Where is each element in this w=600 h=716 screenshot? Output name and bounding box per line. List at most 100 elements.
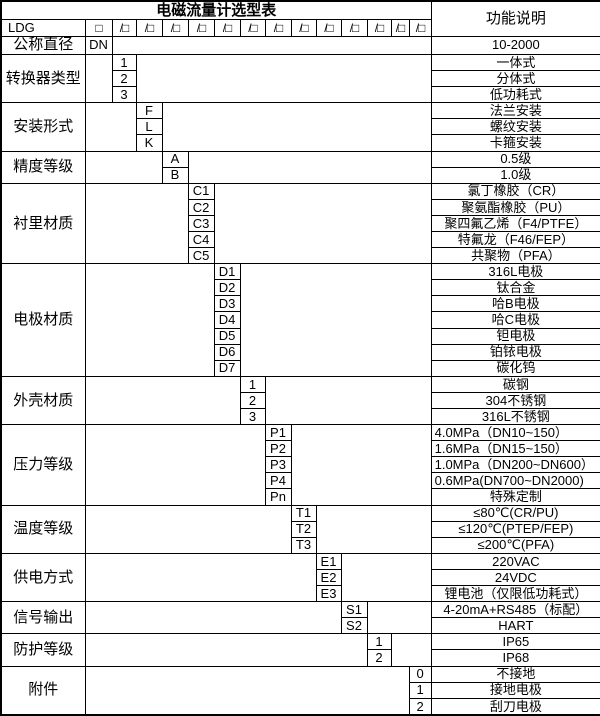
category-label: 供电方式 [0, 552, 86, 603]
function-desc: 钛合金 [430, 279, 600, 297]
function-desc: 分体式 [430, 70, 600, 88]
category-label: 附件 [0, 665, 86, 716]
blank-region [84, 375, 241, 426]
table-row: 防护等级 1 IP65 [0, 633, 600, 667]
table-row: 公称直径 DN 10-2000 [0, 35, 600, 55]
option-code: E1 [315, 552, 342, 570]
option-code: P1 [264, 424, 292, 442]
category-label: 公称直径 [0, 35, 86, 55]
function-desc: 1.0MPa（DN200~DN600） [430, 456, 600, 474]
code-box: □ [84, 19, 113, 37]
table-row: D3 哈B电极 [1, 295, 600, 313]
blank-region [213, 182, 432, 265]
category-label: 转换器类型 [0, 53, 86, 104]
function-desc: 锂电池（仅限低功耗式） [430, 585, 600, 603]
function-desc: 螺纹安装 [430, 118, 600, 136]
table-row: 压力等级 P1 4.0MPa（DN10~150） [0, 424, 600, 506]
option-code: 1 [239, 375, 266, 393]
table-row: 1 接地电极 [1, 681, 600, 699]
table-row: 供电方式 E1 220VAC [0, 552, 600, 603]
blank-region [111, 35, 432, 55]
function-desc: 316L电极 [430, 263, 600, 281]
category-label: 信号输出 [0, 601, 86, 635]
table-row: 3 低功耗式 [1, 86, 600, 104]
blank-region [366, 601, 432, 635]
blank-region [187, 150, 432, 184]
code-slot: /□ [239, 19, 266, 37]
option-code: 0 [408, 665, 432, 683]
option-code: 2 [408, 697, 432, 716]
model-prefix: LDG [0, 19, 86, 37]
function-desc: 低功耗式 [430, 86, 600, 104]
function-desc: 1.6MPa（DN15~150） [430, 440, 600, 458]
function-desc: 0.5级 [430, 150, 600, 168]
table-row: 电极材质 D1 316L电极 [0, 263, 600, 377]
function-desc: 聚四氟乙烯（F4/PTFE） [430, 214, 600, 232]
table-row: 转换器类型 1 一体式 [0, 53, 600, 104]
table-row: 外壳材质 1 碳钢 [0, 375, 600, 426]
table-row: 衬里材质 C1 氯丁橡胶（CR） [0, 182, 600, 265]
option-code: 1 [366, 633, 392, 651]
function-desc: 铂铱电极 [430, 343, 600, 361]
blank-region [84, 263, 215, 377]
table-row: 2 分体式 [1, 70, 600, 88]
blank-region [239, 263, 432, 377]
function-desc: 1.0级 [430, 166, 600, 184]
table-row: C5 共聚物（PFA） [1, 247, 600, 265]
function-desc: IP68 [430, 649, 600, 667]
blank-region [84, 601, 342, 635]
code-slot: /□ [408, 19, 432, 37]
function-desc: 一体式 [430, 53, 600, 72]
option-code: D2 [213, 279, 241, 297]
option-code: K [135, 134, 163, 152]
category-label: 精度等级 [0, 150, 86, 184]
option-code: 2 [111, 70, 137, 88]
blank-region [84, 424, 266, 506]
option-code: C5 [187, 247, 215, 265]
blank-region [84, 665, 410, 716]
code-slot: /□ [111, 19, 137, 37]
function-desc: 氯丁橡胶（CR） [430, 182, 600, 200]
function-desc: ≤200℃(PFA) [430, 536, 600, 554]
function-desc: 316L不锈钢 [430, 408, 600, 426]
function-desc: 0.6MPa(DN700~DN2000) [430, 472, 600, 490]
function-desc: 法兰安装 [430, 102, 600, 120]
blank-region [84, 53, 113, 104]
table-title: 电磁流量计选型表 [0, 0, 432, 21]
function-desc: 钽电极 [430, 327, 600, 345]
table-row: C3 聚四氟乙烯（F4/PTFE） [1, 214, 600, 232]
function-desc: 碳钢 [430, 375, 600, 393]
blank-region [340, 552, 432, 603]
table-row: C4 特氟龙（F46/FEP） [1, 230, 600, 249]
function-desc: 刮刀电极 [430, 697, 600, 716]
blank-region [290, 424, 432, 506]
table-row: 温度等级 T1 ≤80℃(CR/PU) [0, 504, 600, 554]
option-code: P3 [264, 456, 292, 474]
table-row: L 螺纹安装 [1, 118, 600, 136]
table-row: E2 24VDC [1, 568, 600, 587]
option-code: P2 [264, 440, 292, 458]
code-slot: /□ [340, 19, 368, 37]
table-row: 2 刮刀电极 [1, 697, 600, 716]
category-label: 外壳材质 [0, 375, 86, 426]
option-code: E3 [315, 585, 342, 603]
option-code: 2 [239, 391, 266, 410]
table-row: D4 哈C电极 [1, 311, 600, 329]
blank-region [84, 150, 163, 184]
option-code: 3 [239, 408, 266, 426]
blank-region [264, 375, 432, 426]
function-desc: IP65 [430, 633, 600, 651]
code-slot: /□ [290, 19, 317, 37]
option-code: D4 [213, 311, 241, 329]
blank-region [84, 504, 292, 554]
function-desc: HART [430, 617, 600, 635]
function-column-header: 功能说明 [430, 0, 600, 37]
option-code: B [161, 166, 189, 184]
code-slot: /□ [187, 19, 215, 37]
option-code: T3 [290, 536, 317, 554]
table-row: E3 锂电池（仅限低功耗式） [1, 585, 600, 603]
category-label: 衬里材质 [0, 182, 86, 265]
function-desc: 特氟龙（F46/FEP） [430, 230, 600, 249]
table-row: T2 ≤120℃(PTEP/FEP) [1, 520, 600, 538]
